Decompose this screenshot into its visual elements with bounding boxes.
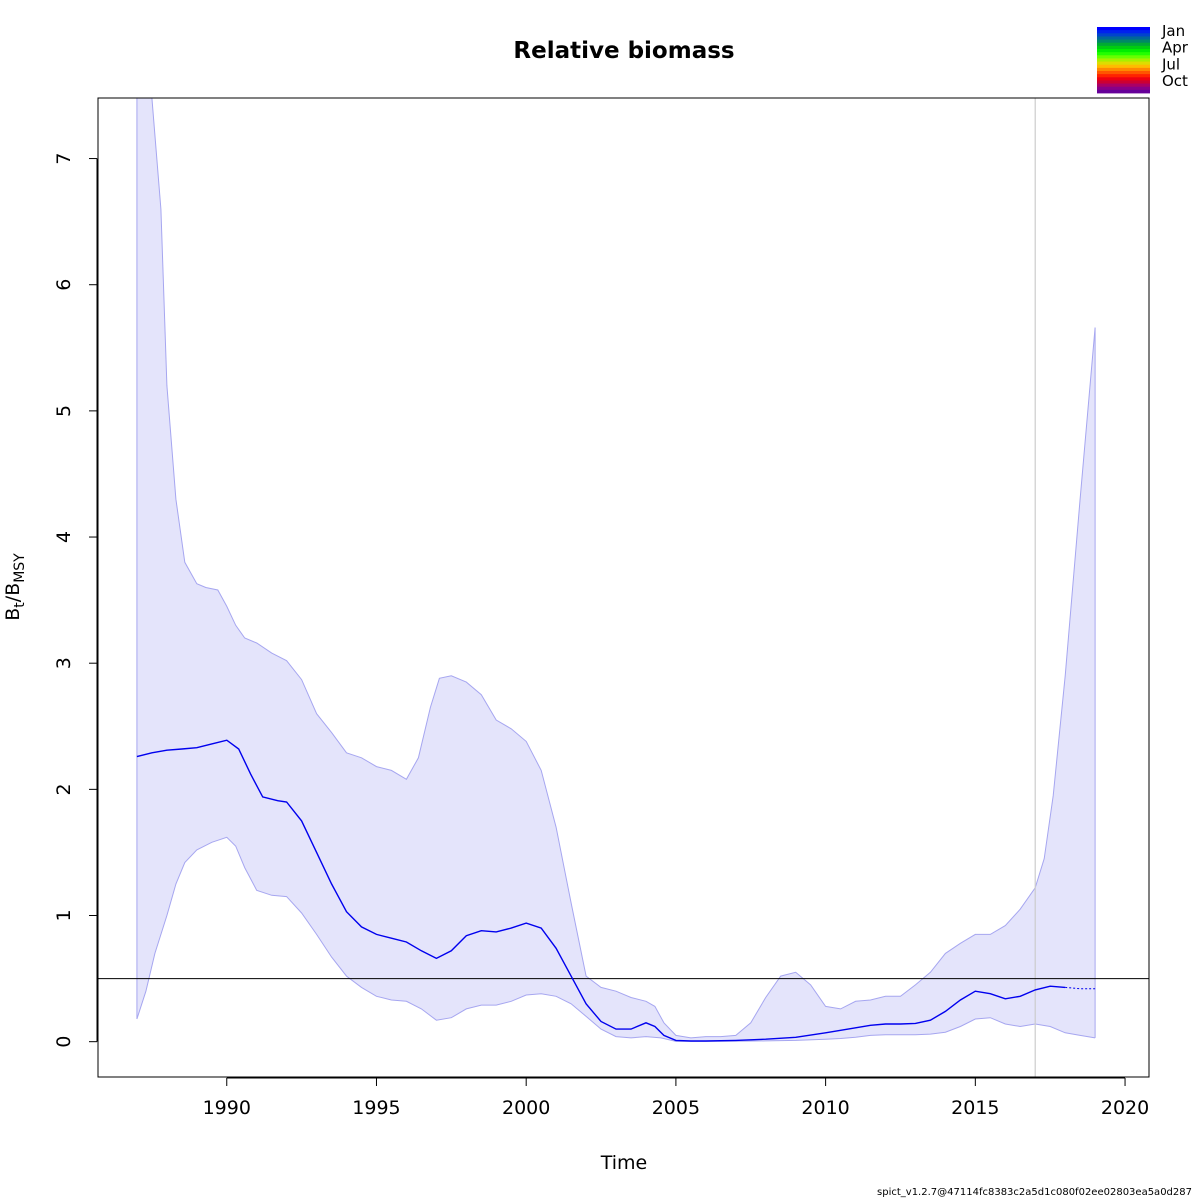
y-tick-label-4: 4 bbox=[53, 531, 75, 543]
x-tick-label-2015: 2015 bbox=[951, 1097, 999, 1119]
legend-label-apr: Apr bbox=[1162, 39, 1189, 57]
y-tick-label-7: 7 bbox=[53, 153, 75, 165]
legend-swatch bbox=[1097, 83, 1150, 88]
legend-label-oct: Oct bbox=[1162, 72, 1188, 90]
x-tick-label-2020: 2020 bbox=[1101, 1097, 1149, 1119]
y-tick-label-0: 0 bbox=[53, 1036, 75, 1048]
legend-swatch bbox=[1097, 74, 1150, 78]
legend-swatch bbox=[1097, 30, 1150, 34]
legend-swatch bbox=[1097, 45, 1150, 50]
lower-bound-line bbox=[136, 836, 1096, 1042]
legend-swatch bbox=[1097, 64, 1150, 69]
y-tick-label-6: 6 bbox=[53, 279, 75, 291]
upper-bound-line bbox=[136, 98, 1096, 1039]
x-tick-label-1990: 1990 bbox=[203, 1097, 251, 1119]
y-axis-label-sep: /B bbox=[2, 583, 24, 602]
y-tick-label-5: 5 bbox=[53, 405, 75, 417]
legend-swatch bbox=[1097, 42, 1150, 47]
x-tick-label-1995: 1995 bbox=[352, 1097, 400, 1119]
y-axis-label-sub-msy: MSY bbox=[12, 553, 28, 583]
legend-swatch bbox=[1097, 80, 1150, 84]
x-tick-label-2010: 2010 bbox=[801, 1097, 849, 1119]
legend-swatch bbox=[1097, 55, 1150, 59]
confidence-band bbox=[136, 98, 1096, 1042]
legend-label-jan: Jan bbox=[1161, 22, 1185, 40]
footer-version: spict_v1.2.7@47114fc8383c2a5d1c080f02ee0… bbox=[877, 1187, 1192, 1198]
legend-swatch bbox=[1097, 33, 1150, 37]
y-tick-label-3: 3 bbox=[53, 657, 75, 669]
estimate-line bbox=[136, 739, 1066, 1042]
legend-swatch bbox=[1097, 61, 1150, 66]
plot-layer bbox=[98, 98, 1149, 1077]
plot-frame bbox=[97, 97, 1150, 1078]
x-axis-label: Time bbox=[600, 1152, 648, 1174]
legend-label-jul: Jul bbox=[1161, 55, 1180, 73]
y-axis-label-main: B bbox=[2, 608, 24, 621]
legend-swatch bbox=[1097, 49, 1150, 53]
legend-swatch bbox=[1097, 71, 1150, 75]
legend-swatch bbox=[1097, 89, 1150, 94]
legend-swatch bbox=[1097, 36, 1150, 40]
y-axis-label-sub-t: t bbox=[12, 602, 28, 608]
x-tick-label-2000: 2000 bbox=[502, 1097, 550, 1119]
legend-swatch bbox=[1097, 58, 1150, 62]
axes-layer: 1990 1995 2000 2005 2010 2015 2020 0 1 2 3 4 5 6 7 bbox=[53, 153, 1149, 1119]
legend-swatch bbox=[1097, 52, 1150, 56]
y-tick-label-2: 2 bbox=[53, 783, 75, 795]
legend-swatch bbox=[1097, 27, 1150, 31]
legend-swatch bbox=[1097, 86, 1150, 91]
x-tick-label-2005: 2005 bbox=[652, 1097, 700, 1119]
forecast-line bbox=[1065, 986, 1096, 990]
legend-swatch bbox=[1097, 67, 1150, 72]
legend-swatch bbox=[1097, 77, 1150, 81]
y-tick-label-1: 1 bbox=[53, 909, 75, 921]
y-axis-label: Bt/BMSY bbox=[2, 553, 28, 621]
chart-title: Relative biomass bbox=[513, 38, 734, 64]
legend-swatch bbox=[1097, 39, 1150, 44]
